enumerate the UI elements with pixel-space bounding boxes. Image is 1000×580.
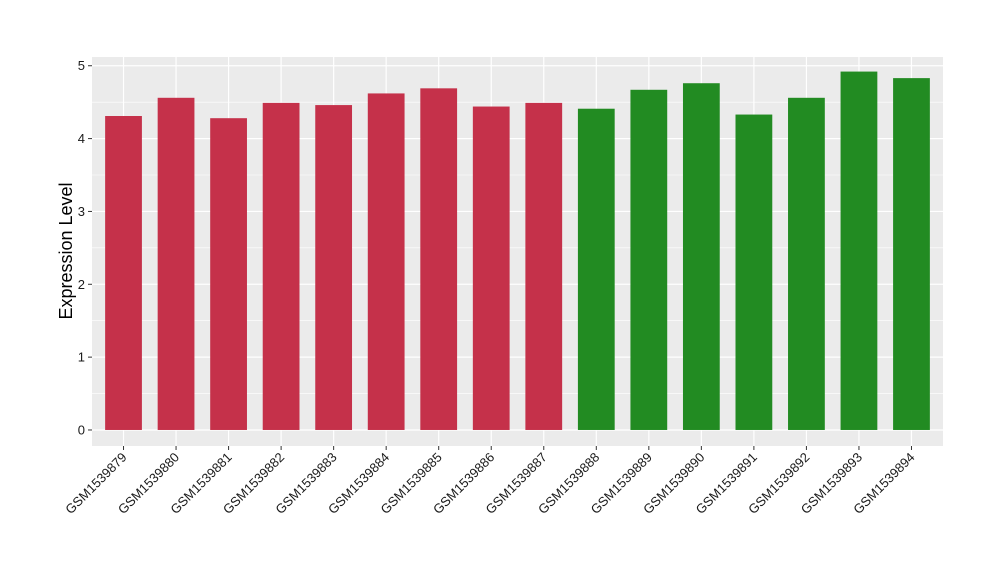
bar xyxy=(472,106,510,430)
bar xyxy=(367,93,405,430)
y-tick-label: 0 xyxy=(78,422,85,437)
y-tick-label: 4 xyxy=(78,131,85,146)
bar xyxy=(788,97,825,430)
y-axis: 0 1 2 3 4 5 xyxy=(78,58,92,437)
bar xyxy=(840,71,878,430)
bar xyxy=(893,78,930,430)
bar xyxy=(157,97,195,430)
y-tick-label: 3 xyxy=(78,204,85,219)
y-tick-label: 2 xyxy=(78,277,85,292)
bar xyxy=(682,83,720,430)
bar xyxy=(262,102,300,430)
y-tick-label: 1 xyxy=(78,350,85,365)
bar xyxy=(105,116,142,430)
bar xyxy=(577,108,615,430)
x-axis: GSM1539879GSM1539880GSM1539881GSM1539882… xyxy=(62,446,918,517)
bar xyxy=(420,88,458,430)
bar xyxy=(315,105,353,430)
y-tick-label: 5 xyxy=(78,58,85,73)
bar xyxy=(735,114,773,430)
bars xyxy=(105,71,930,430)
bar xyxy=(525,102,563,430)
y-axis-title: Expression Level xyxy=(56,182,76,319)
bar xyxy=(210,118,247,430)
bar xyxy=(630,89,668,430)
